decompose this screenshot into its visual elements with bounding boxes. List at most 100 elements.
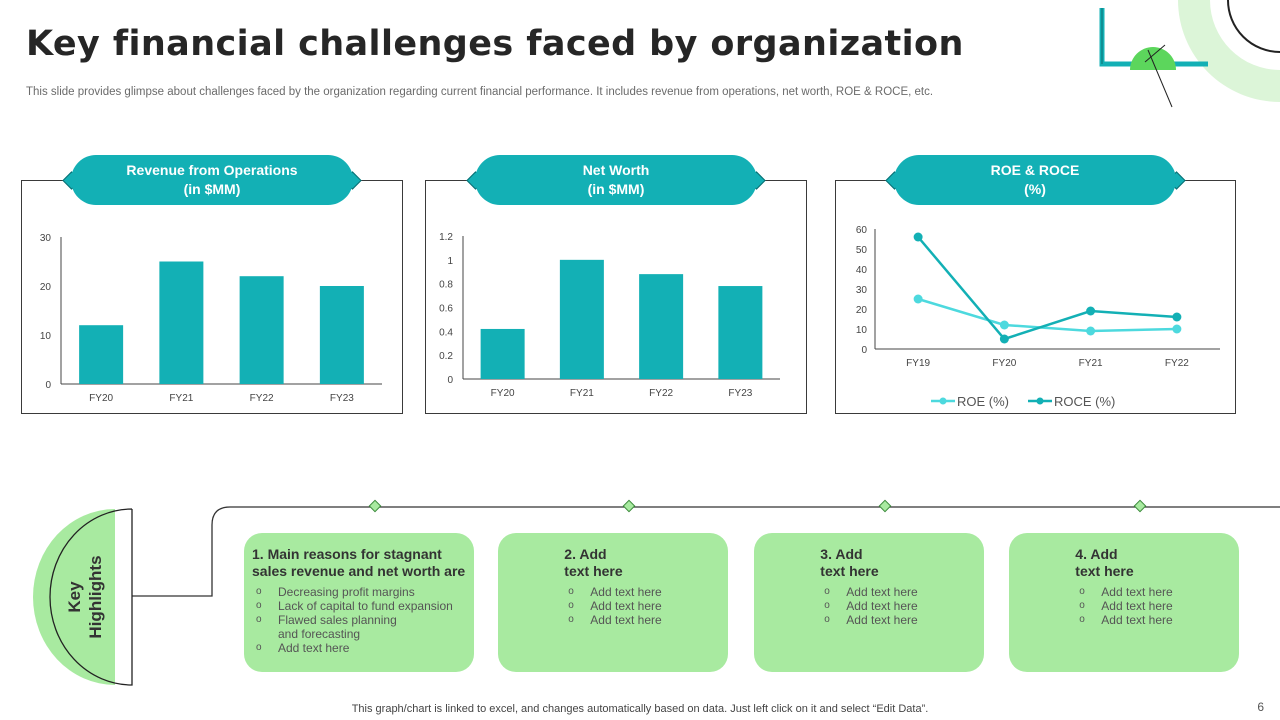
- connector-node-2: [622, 499, 636, 513]
- card-3-item-3: Add text here: [824, 613, 917, 627]
- revenue-y-tick-label: 20: [40, 282, 52, 293]
- deco-needle: [1147, 49, 1173, 108]
- roce-legend-label: ROCE (%): [1054, 394, 1115, 409]
- connector-node-4: [1133, 499, 1147, 513]
- highlight-card-1: 1. Main reasons for stagnant sales revenu…: [244, 533, 474, 672]
- roe-roce-x-tick-label: FY22: [1165, 358, 1189, 369]
- revenue-y-tick-label: 30: [40, 233, 52, 244]
- roe-roce-panel-title: ROE & ROCE (%): [894, 155, 1176, 205]
- networth-x-tick-label: FY20: [491, 388, 515, 399]
- card-2-heading-line2: text here: [564, 563, 623, 579]
- roce-point-fy19: [913, 232, 923, 242]
- networth-y-tick-label: 1: [447, 256, 453, 267]
- roce-legend-marker: [1036, 397, 1044, 405]
- roe-point-fy20: [999, 320, 1009, 330]
- networth-y-tick-label: 0.6: [439, 304, 453, 315]
- card-1-heading-line2: sales revenue and net worth are: [252, 563, 466, 579]
- roce-point-fy22: [1172, 312, 1182, 322]
- networth-bar-fy20: [480, 328, 525, 379]
- roe-roce-y-tick-label: 20: [856, 305, 868, 316]
- roe-roce-y-tick-label: 10: [856, 325, 868, 336]
- card-2-item-1: Add text here: [568, 585, 661, 599]
- footer-note: This graph/chart is linked to excel, and…: [351, 703, 929, 715]
- card-1-item-1: Decreasing profit margins: [256, 585, 466, 599]
- deco-needle-2: [1144, 44, 1166, 63]
- revenue-y-tick-label: 10: [40, 331, 52, 342]
- revenue-x-tick-label: FY21: [169, 393, 193, 404]
- revenue-panel-title: Revenue from Operations (in $MM): [71, 155, 353, 205]
- card-1-heading-line1: 1. Main reasons for stagnant: [252, 546, 442, 562]
- revenue-title-line1: Revenue from Operations: [126, 162, 298, 178]
- roce-series-line: [917, 236, 1177, 341]
- deco-inner-ring: [1210, 0, 1280, 70]
- page-subtitle: This slide provides glimpse about challe…: [26, 86, 934, 98]
- networth-bar-fy21: [559, 259, 604, 379]
- roe-roce-title-line2: (%): [1024, 181, 1046, 197]
- revenue-bar-fy20: [79, 325, 124, 384]
- badge-outline: [49, 508, 133, 686]
- networth-y-tick-label: 0: [447, 375, 453, 386]
- networth-bar-fy22: [639, 274, 684, 379]
- roce-point-fy21: [1086, 306, 1096, 316]
- card-3-heading-line1: 3. Add: [820, 546, 863, 562]
- roe-series-line: [917, 297, 1177, 333]
- revenue-x-tick-label: FY20: [89, 393, 113, 404]
- deco-half-dial: [1130, 47, 1176, 70]
- card-3-heading-line2: text here: [820, 563, 879, 579]
- revenue-x-tick-label: FY23: [330, 393, 354, 404]
- roe-roce-y-tick-label: 0: [861, 345, 867, 356]
- card-1-item-4: Add text here: [256, 641, 466, 655]
- revenue-bar-fy23: [319, 286, 364, 384]
- connector-line: [132, 506, 1280, 597]
- networth-x-tick-label: FY21: [570, 388, 594, 399]
- card-1-item-2: Lack of capital to fund expansion: [256, 599, 466, 613]
- revenue-bar-fy21: [159, 261, 204, 384]
- roe-point-fy22: [1172, 324, 1182, 334]
- networth-y-tick-label: 0.4: [439, 327, 453, 338]
- roe-roce-x-tick-label: FY21: [1079, 358, 1103, 369]
- key-highlights-line1: Key: [65, 581, 84, 613]
- roe-roce-y-tick-label: 50: [856, 245, 868, 256]
- card-1-item-3: Flawed sales planning and forecasting: [256, 613, 466, 641]
- roe-roce-x-tick-label: FY19: [906, 358, 930, 369]
- roe-roce-panel: [835, 180, 1236, 414]
- roe-roce-y-tick-label: 40: [856, 265, 868, 276]
- roe-point-fy19: [913, 294, 923, 304]
- roe-legend-marker: [939, 397, 947, 405]
- networth-bar-chart: 0 0.2 0.4 0.6 0.8 1 1.2 FY20 FY21 FY22 FY23: [439, 232, 780, 399]
- roe-roce-x-tick-label: FY20: [992, 358, 1016, 369]
- page-title: Key financial challenges faced by organi…: [26, 24, 964, 64]
- page-number: 6: [1257, 700, 1264, 714]
- highlights-connector: [132, 499, 1280, 597]
- roe-roce-title-line1: ROE & ROCE: [990, 162, 1080, 178]
- networth-panel-title: Net Worth (in $MM): [475, 155, 757, 205]
- revenue-title-line2: (in $MM): [183, 181, 241, 197]
- card-2-item-2: Add text here: [568, 599, 661, 613]
- card-2-heading-line1: 2. Add: [564, 546, 607, 562]
- roe-roce-line-chart: 0 10 20 30 40 50 60 FY19 FY20 FY21 FY22 ROE (%) ROCE…: [856, 225, 1220, 409]
- networth-bar-fy23: [718, 286, 763, 379]
- revenue-y-tick-label: 0: [45, 380, 51, 391]
- connector-node-3: [878, 499, 892, 513]
- card-4-item-1: Add text here: [1079, 585, 1172, 599]
- networth-y-tick-label: 1.2: [439, 232, 453, 243]
- networth-title-line2: (in $MM): [587, 181, 645, 197]
- revenue-bar-chart: 0 10 20 30 FY20 FY21 FY22 FY23: [40, 233, 382, 404]
- roe-roce-y-tick-label: 30: [856, 285, 868, 296]
- roce-point-fy20: [999, 334, 1009, 344]
- decorative-graphic: [1099, 0, 1280, 108]
- card-3-item-1: Add text here: [824, 585, 917, 599]
- card-4-item-2: Add text here: [1079, 599, 1172, 613]
- revenue-bar-fy22: [239, 276, 284, 384]
- connector-node-1: [368, 499, 382, 513]
- card-3-item-2: Add text here: [824, 599, 917, 613]
- key-highlights-line2: Highlights: [86, 555, 105, 638]
- roe-point-fy21: [1086, 326, 1096, 336]
- networth-y-tick-label: 0.2: [439, 351, 453, 362]
- revenue-x-tick-label: FY22: [250, 393, 274, 404]
- card-4-item-3: Add text here: [1079, 613, 1172, 627]
- badge-fill: [33, 509, 115, 685]
